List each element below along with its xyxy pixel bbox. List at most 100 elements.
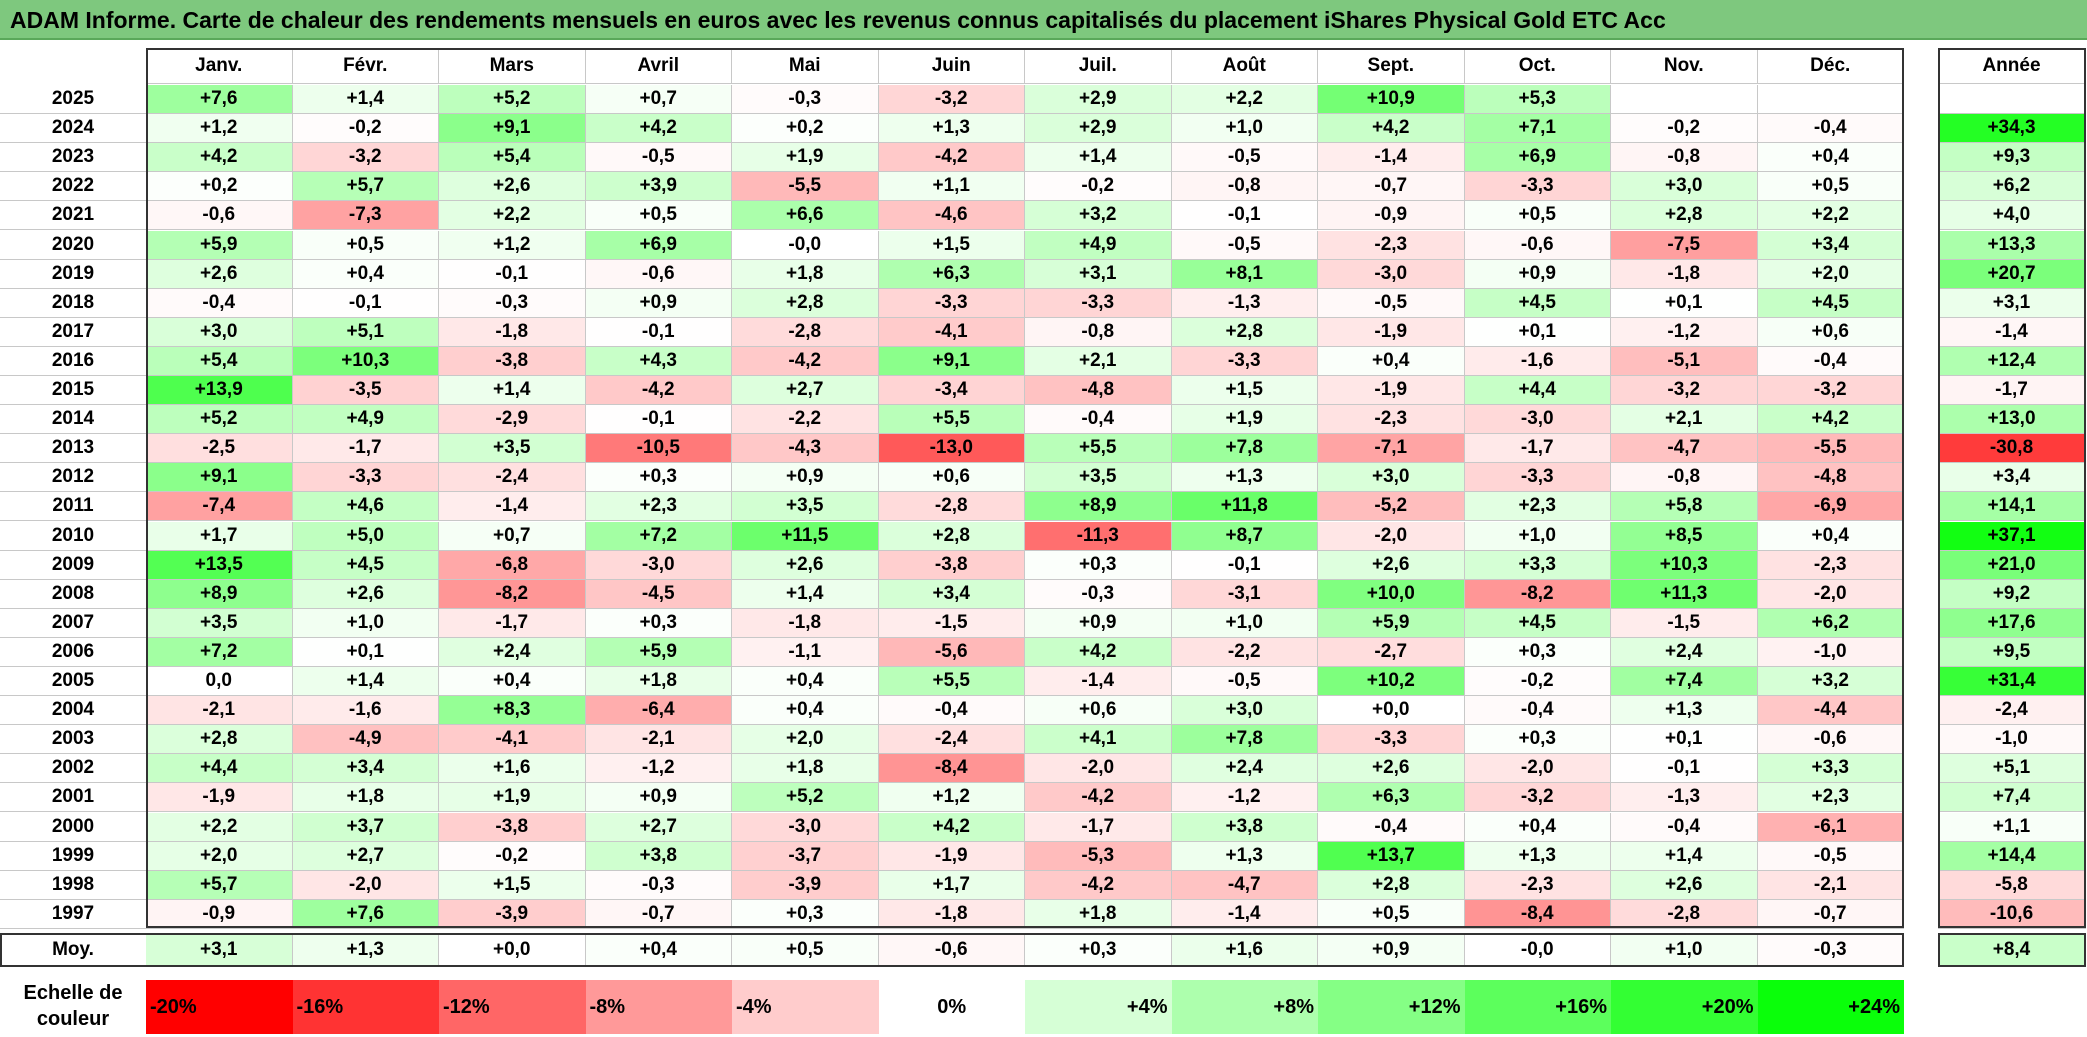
year-label: 2025: [0, 85, 146, 115]
heatmap-cell: -1,8: [439, 317, 586, 347]
heatmap-cell: +1,8: [585, 667, 732, 697]
heatmap-cell: -1,4: [1171, 899, 1318, 929]
heatmap-cell: +0,5: [1757, 172, 1904, 202]
heatmap-cell: -1,1: [732, 637, 879, 667]
heatmap-cell: -3,3: [292, 463, 439, 493]
heatmap-cell: -5,3: [1025, 841, 1172, 871]
heatmap-cell: +2,0: [1757, 259, 1904, 289]
heatmap-cell: -0,4: [1464, 696, 1611, 726]
heatmap-cell: -0,1: [1171, 201, 1318, 231]
heatmap-cell: -2,3: [1318, 405, 1465, 435]
month-header: Avril: [585, 48, 732, 84]
heatmap-cell: +1,1: [878, 172, 1025, 202]
heatmap-cell: -11,3: [1025, 521, 1172, 551]
heatmap-cell: -2,4: [878, 725, 1025, 755]
heatmap-cell: +3,4: [292, 754, 439, 784]
heatmap-cell: +0,5: [585, 201, 732, 231]
heatmap-cell: +11,3: [1611, 579, 1758, 609]
heatmap-cell: +9,1: [146, 463, 293, 493]
heatmap-cell: +5,0: [292, 521, 439, 551]
heatmap-cell: +0,4: [1757, 143, 1904, 173]
heatmap-cell: +0,9: [1464, 259, 1611, 289]
heatmap-cell: +2,3: [1464, 492, 1611, 522]
heatmap-cell: +3,8: [1171, 812, 1318, 842]
average-cell: +3,1: [146, 933, 293, 967]
annual-cell: +7,4: [1938, 783, 2086, 813]
heatmap-cell: -0,8: [1171, 172, 1318, 202]
title-bar: ADAM Informe. Carte de chaleur des rende…: [0, 0, 2087, 40]
heatmap-cell: -2,1: [585, 725, 732, 755]
year-label: 2017: [0, 317, 146, 347]
heatmap-cell: +7,6: [292, 899, 439, 929]
year-label: 2024: [0, 114, 146, 144]
heatmap-cell: +8,5: [1611, 521, 1758, 551]
heatmap-cell: +2,6: [732, 550, 879, 580]
heatmap-cell: +10,3: [292, 346, 439, 376]
average-annual-cell: +8,4: [1938, 933, 2086, 967]
scale-swatch: 0%: [878, 980, 1025, 1034]
heatmap-cell: -2,1: [1757, 870, 1904, 900]
heatmap-cell: +3,2: [1757, 667, 1904, 697]
heatmap-cell: -0,2: [1464, 667, 1611, 697]
heatmap-cell: -2,0: [292, 870, 439, 900]
average-cell: +1,3: [292, 933, 439, 967]
heatmap-cell: -5,5: [732, 172, 879, 202]
heatmap-cell: +7,2: [585, 521, 732, 551]
heatmap-cell: +1,0: [1171, 114, 1318, 144]
heatmap-cell: +4,1: [1025, 725, 1172, 755]
heatmap-cell: -13,0: [878, 434, 1025, 464]
heatmap-cell: +2,2: [146, 812, 293, 842]
heatmap-cell: -4,9: [292, 725, 439, 755]
heatmap-cell: -3,2: [1611, 376, 1758, 406]
year-label: 2013: [0, 434, 146, 464]
heatmap-cell: -3,0: [732, 812, 879, 842]
heatmap-cell: -8,4: [878, 754, 1025, 784]
heatmap-cell: -3,7: [732, 841, 879, 871]
heatmap-cell: -3,2: [878, 85, 1025, 115]
scale-swatch: +20%: [1611, 980, 1758, 1034]
heatmap-cell: [1611, 85, 1758, 115]
heatmap-cell: +1,8: [1025, 899, 1172, 929]
heatmap-cell: +1,5: [1171, 376, 1318, 406]
heatmap-cell: +6,6: [732, 201, 879, 231]
heatmap-cell: -6,1: [1757, 812, 1904, 842]
heatmap-cell: -3,2: [1464, 783, 1611, 813]
heatmap-cell: +1,4: [732, 579, 879, 609]
heatmap-cell: -4,2: [878, 143, 1025, 173]
month-header: Mai: [732, 48, 879, 84]
heatmap-cell: +2,3: [585, 492, 732, 522]
heatmap-cell: +4,5: [292, 550, 439, 580]
heatmap-cell: +5,4: [146, 346, 293, 376]
heatmap-cell: +3,5: [146, 608, 293, 638]
heatmap-cell: +1,8: [732, 259, 879, 289]
average-cell: +1,0: [1611, 933, 1758, 967]
heatmap-cell: +9,1: [878, 346, 1025, 376]
heatmap-cell: -10,5: [585, 434, 732, 464]
heatmap-cell: +2,8: [878, 521, 1025, 551]
heatmap-cell: -3,3: [1025, 288, 1172, 318]
heatmap-cell: -0,6: [1757, 725, 1904, 755]
year-label: 1999: [0, 841, 146, 871]
heatmap-cell: -0,9: [146, 899, 293, 929]
heatmap-cell: -0,5: [1757, 841, 1904, 871]
heatmap-cell: +4,5: [1464, 288, 1611, 318]
heatmap-cell: -0,1: [439, 259, 586, 289]
heatmap-cell: +2,3: [1757, 783, 1904, 813]
heatmap-cell: +1,2: [878, 783, 1025, 813]
heatmap-cell: -3,1: [1171, 579, 1318, 609]
heatmap-cell: +0,4: [1757, 521, 1904, 551]
heatmap-cell: -3,0: [585, 550, 732, 580]
heatmap-cell: +2,7: [292, 841, 439, 871]
heatmap-cell: -1,9: [878, 841, 1025, 871]
year-label: 2008: [0, 579, 146, 609]
heatmap-cell: +3,5: [732, 492, 879, 522]
annual-cell: -30,8: [1938, 434, 2086, 464]
heatmap-cell: +1,8: [292, 783, 439, 813]
heatmap-cell: +0,4: [732, 696, 879, 726]
heatmap-cell: +1,2: [146, 114, 293, 144]
heatmap-cell: -0,4: [1757, 114, 1904, 144]
annual-cell: +17,6: [1938, 608, 2086, 638]
annual-cell: +13,0: [1938, 405, 2086, 435]
heatmap-cell: +0,4: [1464, 812, 1611, 842]
heatmap-cell: -4,8: [1025, 376, 1172, 406]
